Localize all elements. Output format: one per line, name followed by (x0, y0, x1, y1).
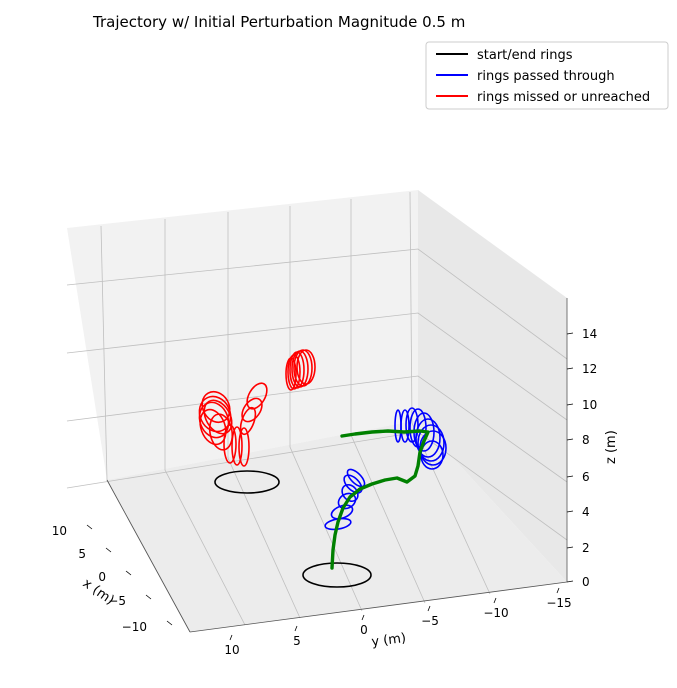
end-ring (214, 470, 280, 494)
z-tick-mark (566, 332, 574, 335)
z-tick-mark (566, 403, 574, 406)
missed-ring (296, 349, 316, 385)
missed-ring (238, 427, 250, 467)
x-tick-label: 10 (52, 524, 67, 538)
trajectory-path (330, 429, 430, 570)
x-axis-ticks: 10 50−5 −10 (52, 524, 173, 634)
missed-ring (198, 395, 232, 433)
y-tick-label: 0 (360, 623, 368, 637)
z-tick-label: 12 (582, 362, 597, 376)
missed-rings (198, 349, 316, 467)
missed-ring (246, 382, 268, 410)
y-tick-label: −15 (546, 596, 571, 610)
y-tick-mark (493, 597, 497, 604)
grid-line (66, 248, 568, 360)
grid-line (227, 212, 301, 619)
x-tick-label: 0 (98, 570, 106, 584)
y-tick-label: −5 (421, 614, 439, 628)
legend-box (425, 41, 669, 110)
missed-ring (241, 397, 263, 423)
x-tick-mark (86, 524, 93, 530)
missed-ring (199, 408, 227, 446)
z-tick-label: 14 (582, 327, 597, 341)
z-tick-mark (566, 438, 574, 441)
z-axis-ticks: 0 2 4 6 8 10 12 14 (566, 327, 597, 589)
y-tick-mark (361, 614, 365, 621)
chart-title: Trajectory w/ Initial Perturbation Magni… (92, 13, 465, 31)
z-tick-mark (566, 510, 574, 513)
start-ring (302, 562, 372, 588)
x-tick-label: 5 (78, 547, 86, 561)
y-tick-mark (294, 625, 298, 632)
y-tick-label: −10 (483, 606, 508, 620)
legend-label-passed: rings passed through (477, 69, 615, 84)
z-tick-mark (566, 367, 574, 370)
y-tick-label: 5 (293, 634, 301, 648)
y-axis-ticks: 10 5 0 −5 −10 −15 (224, 587, 572, 657)
z-tick-label: 10 (582, 398, 597, 412)
grid-line (409, 191, 491, 595)
y-tick-mark (556, 587, 560, 594)
z-tick-mark (566, 546, 574, 549)
missed-ring (231, 426, 243, 466)
grid-line (289, 206, 363, 612)
z-tick-label: 2 (582, 541, 590, 555)
z-tick-label: 8 (582, 433, 590, 447)
x-tick-mark (166, 620, 173, 626)
x-tick-label: −10 (122, 620, 147, 634)
x-tick-mark (125, 570, 132, 576)
x-tick-mark (105, 547, 112, 553)
right-back-pane (418, 190, 567, 582)
legend: start/end rings rings passed through rin… (425, 41, 669, 110)
z-tick-mark (566, 475, 574, 478)
y-tick-mark (229, 634, 233, 641)
z-tick-label: 0 (582, 575, 590, 589)
start-end-rings (214, 470, 372, 588)
passed-ring (415, 418, 441, 458)
passed-ring (343, 474, 363, 494)
missed-ring (223, 424, 237, 464)
z-tick-label: 4 (582, 505, 590, 519)
x-tick-mark (145, 594, 152, 600)
trajectory-line (330, 429, 430, 570)
left-back-pane (67, 190, 418, 480)
passed-ring (417, 424, 445, 462)
z-tick-mark (566, 580, 574, 583)
missed-ring (203, 399, 233, 435)
passed-ring (400, 409, 410, 443)
grid-line (66, 375, 568, 483)
y-tick-label: 10 (224, 643, 239, 657)
x-tick-label: −5 (108, 594, 126, 608)
legend-label-start-end: start/end rings (477, 48, 573, 63)
passed-ring (341, 483, 359, 503)
y-axis-label: y (m) (371, 631, 407, 650)
y-tick-mark (427, 605, 431, 612)
z-tick-label: 6 (582, 470, 590, 484)
grid-line (66, 312, 568, 421)
grid-line (164, 219, 246, 626)
z-axis-label: z (m) (604, 430, 619, 464)
legend-label-missed: rings missed or unreached (477, 90, 650, 105)
